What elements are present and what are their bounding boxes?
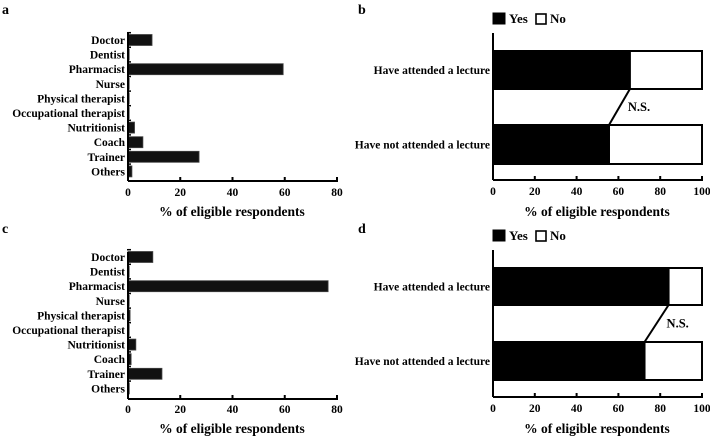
category-label: Others [91,166,125,178]
bar-yes [492,341,646,381]
category-label: Coach [94,354,126,366]
x-tick-label: 40 [571,186,583,198]
legend-no-label: No [550,228,566,243]
x-axis-title: % of eligible respondents [524,421,670,436]
chart-panel-c: c Doctor Dentist Pharmacist Nurse Physical th… [2,222,343,436]
bar-yes [492,267,670,306]
category-label: Occupational therapist [12,108,125,120]
category-label: Physical therapist [37,310,125,322]
x-tick-label: 20 [529,403,541,415]
category-label: Have attended a lecture [374,282,490,294]
chart-panel-a: a Doctor Dentist Pharmacist Nurse Physical th… [2,3,343,219]
legend-yes-label: Yes [509,11,528,26]
x-tick-label: 80 [654,186,666,198]
bar-no [628,50,704,90]
x-axis-title: % of eligible respondents [524,204,670,219]
x-tick-label: 60 [279,404,291,416]
category-label: Have not attended a lecture [355,140,490,152]
x-tick-label: 80 [331,404,343,416]
chart-panel-b: b Have attended a lecture Have not attende… [355,3,710,219]
category-label: Physical therapist [37,93,125,105]
category-label: Doctor [91,35,125,47]
bar [127,338,137,351]
category-label: Have attended a lecture [374,65,490,77]
bar-yes [492,124,610,165]
category-label: Occupational therapist [12,325,125,337]
category-label: Coach [94,137,126,149]
legend-no-swatch [535,230,547,242]
bar [127,367,163,380]
bar [127,150,200,163]
legend-yes-swatch [492,12,506,25]
bar-no [667,267,703,306]
chart-panel-d: d Have attended a lecture Have not attende… [355,222,710,436]
panel-label: b [358,3,366,18]
x-tick-label: 60 [279,187,291,199]
category-label: Nurse [96,296,125,308]
category-label: Have not attended a lecture [355,356,490,368]
bar-yes [492,50,631,90]
category-label: Nutritionist [68,340,126,352]
x-axis-title: % of eligible respondents [159,421,305,436]
x-tick-label: 20 [175,404,187,416]
bar [127,251,154,263]
x-tick-label: 80 [654,403,666,415]
x-tick-label: 20 [175,187,187,199]
x-tick-label: 0 [490,403,496,415]
category-label: Nutritionist [68,123,126,135]
x-tick-label: 60 [613,186,625,198]
legend-yes-label: Yes [509,228,528,243]
x-tick-label: 0 [490,186,496,198]
category-label: Pharmacist [69,64,125,76]
bar-no [607,124,703,165]
x-axis-title: % of eligible respondents [159,204,305,219]
x-tick-label: 80 [331,187,343,199]
significance-label: N.S. [667,317,689,331]
x-tick-label: 100 [693,186,710,198]
x-tick-label: 40 [227,187,239,199]
category-label: Doctor [91,252,125,264]
panel-label: c [2,222,8,237]
significance-label: N.S. [628,100,650,114]
legend-no-label: No [550,11,566,26]
legend-no-swatch [535,13,547,25]
x-tick-label: 40 [571,403,583,415]
bar [127,280,329,293]
category-label: Nurse [96,79,125,91]
panel-label: d [358,222,366,237]
category-label: Others [91,383,125,395]
x-tick-label: 0 [125,404,131,416]
bar [127,34,153,46]
x-tick-label: 20 [529,186,541,198]
bar [127,63,284,76]
x-tick-label: 60 [613,403,625,415]
x-tick-label: 40 [227,404,239,416]
panel-label: a [2,3,9,18]
x-tick-label: 100 [693,403,710,415]
x-tick-label: 0 [125,187,131,199]
category-label: Pharmacist [69,281,125,293]
bar-no [643,341,704,381]
category-label: Trainer [88,152,125,164]
significance-line [643,304,670,343]
significance-line [608,88,631,126]
legend-yes-swatch [492,229,506,242]
category-label: Dentist [90,50,125,62]
category-label: Dentist [90,267,125,279]
bar [127,136,144,149]
category-label: Trainer [88,369,125,381]
